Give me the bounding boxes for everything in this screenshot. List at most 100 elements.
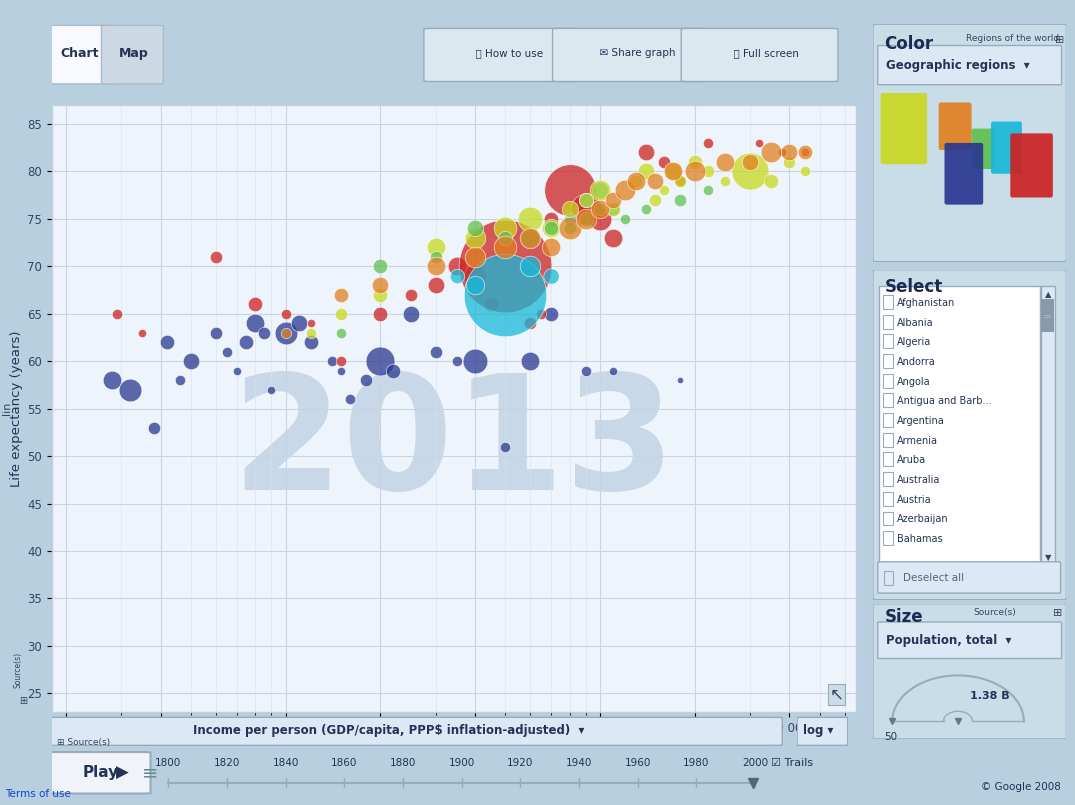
Point (521, 260, 539, 273)
Point (427, 241, 444, 254)
Point (302, 316, 319, 329)
Point (533, 308, 550, 320)
Text: Deselect all: Deselect all (903, 572, 964, 583)
Text: =: = (1043, 312, 1052, 323)
Point (591, 184, 608, 196)
Text: ↖: ↖ (830, 685, 844, 704)
Point (277, 326, 295, 339)
FancyBboxPatch shape (878, 286, 1041, 562)
Text: 1940: 1940 (565, 758, 592, 768)
Point (497, 440, 514, 453)
Text: ⊞: ⊞ (1052, 608, 1062, 617)
Point (686, 155, 703, 168)
Point (604, 364, 621, 377)
Point (543, 241, 560, 254)
FancyBboxPatch shape (873, 24, 1066, 262)
Text: 1.38 B: 1.38 B (970, 691, 1009, 701)
Point (497, 288, 514, 301)
Text: Source(s): Source(s) (974, 608, 1016, 617)
Point (561, 221, 578, 234)
Point (467, 231, 484, 244)
Point (604, 203, 621, 216)
Point (372, 279, 389, 291)
Text: ▼: ▼ (1045, 553, 1051, 562)
Point (762, 174, 779, 187)
Text: Source(s): Source(s) (13, 652, 23, 688)
Point (656, 184, 673, 196)
Text: Play: Play (82, 766, 118, 780)
Point (577, 203, 594, 216)
Point (521, 213, 539, 225)
Point (372, 355, 389, 368)
Point (521, 355, 539, 368)
Text: Select: Select (885, 278, 943, 296)
Text: ✉ Share graph: ✉ Share graph (593, 48, 676, 58)
Point (427, 345, 444, 358)
Text: ▶: ▶ (116, 764, 129, 782)
FancyBboxPatch shape (878, 562, 1061, 593)
FancyBboxPatch shape (44, 717, 783, 745)
Text: 1800: 1800 (155, 758, 182, 768)
Point (159, 336, 176, 349)
Point (332, 326, 349, 339)
Point (277, 308, 295, 320)
Point (332, 288, 349, 301)
Point (497, 260, 514, 273)
FancyBboxPatch shape (873, 270, 1066, 600)
Point (145, 421, 162, 434)
Text: 2013: 2013 (231, 368, 676, 522)
Point (238, 336, 255, 349)
Point (637, 203, 655, 216)
Point (497, 221, 514, 234)
Bar (1042, 299, 1055, 332)
Text: Chart: Chart (60, 47, 99, 60)
Bar (883, 374, 893, 388)
Point (543, 213, 560, 225)
Point (672, 193, 689, 206)
Point (448, 260, 465, 273)
Point (717, 155, 734, 168)
Point (467, 269, 484, 282)
Point (637, 146, 655, 159)
Point (448, 269, 465, 282)
FancyBboxPatch shape (945, 142, 984, 204)
Point (577, 193, 594, 206)
FancyBboxPatch shape (880, 93, 927, 164)
Text: Population, total  ▾: Population, total ▾ (887, 634, 1012, 646)
Point (357, 374, 374, 386)
Point (561, 203, 578, 216)
Point (385, 364, 402, 377)
Point (467, 279, 484, 291)
Point (604, 231, 621, 244)
Text: 1820: 1820 (214, 758, 240, 768)
Point (647, 174, 664, 187)
Point (332, 364, 349, 377)
Bar (883, 334, 893, 349)
FancyBboxPatch shape (424, 28, 580, 81)
Point (427, 279, 444, 291)
Point (656, 155, 673, 168)
Point (577, 213, 594, 225)
Point (467, 355, 484, 368)
Text: Argentina: Argentina (898, 416, 945, 426)
Bar (883, 354, 893, 368)
Text: Regions of the world: Regions of the world (965, 34, 1059, 43)
Text: Terms of use: Terms of use (5, 789, 71, 799)
FancyBboxPatch shape (878, 622, 1062, 658)
Point (228, 364, 245, 377)
Point (561, 184, 578, 196)
FancyBboxPatch shape (878, 46, 1062, 85)
Point (797, 146, 814, 159)
FancyBboxPatch shape (44, 25, 114, 84)
Text: 1960: 1960 (625, 758, 651, 768)
Point (262, 383, 280, 396)
Point (750, 136, 768, 149)
Text: Austria: Austria (898, 495, 932, 505)
Text: 50: 50 (884, 733, 897, 742)
Point (637, 165, 655, 178)
Point (372, 288, 389, 301)
Point (591, 213, 608, 225)
Point (133, 326, 151, 339)
Point (483, 298, 500, 311)
Text: Bahamas: Bahamas (898, 535, 943, 544)
